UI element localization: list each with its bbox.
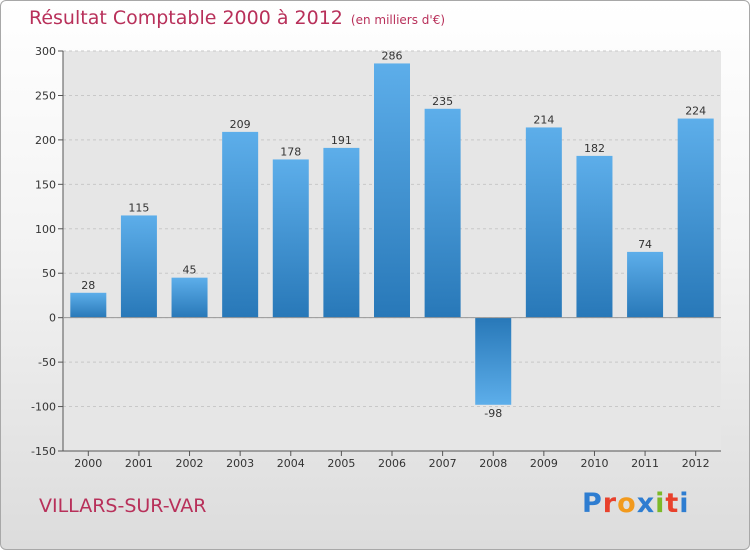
bar (70, 292, 107, 318)
x-tick-label: 2007 (429, 457, 457, 470)
logo-letter: r (602, 488, 618, 519)
x-tick-label: 2009 (530, 457, 558, 470)
y-tick-label: 250 (35, 89, 56, 102)
bar (323, 147, 360, 318)
data-label: 209 (230, 118, 251, 131)
data-label: 191 (331, 134, 352, 147)
logo-letter: i (655, 488, 666, 519)
y-tick-label: -150 (31, 445, 56, 458)
x-tick-label: 2004 (277, 457, 305, 470)
x-tick-label: 2003 (226, 457, 254, 470)
x-tick-label: 2008 (479, 457, 507, 470)
bar (627, 251, 664, 318)
data-label: 286 (382, 49, 403, 62)
bar (424, 108, 461, 318)
data-label: 214 (533, 113, 554, 126)
x-tick-label: 2000 (74, 457, 102, 470)
logo-letter: x (636, 488, 656, 519)
data-label: 235 (432, 95, 453, 108)
data-label: -98 (484, 407, 502, 420)
x-tick-label: 2010 (580, 457, 608, 470)
bar (475, 317, 512, 405)
logo-letter: t (665, 488, 680, 519)
commune-name: VILLARS-SUR-VAR (39, 495, 207, 517)
y-tick-label: 300 (35, 45, 56, 58)
logo-letter: P (582, 488, 603, 519)
x-tick-label: 2012 (682, 457, 710, 470)
bar (222, 131, 259, 318)
data-label: 224 (685, 105, 706, 118)
bar (374, 63, 410, 318)
data-label: 182 (584, 142, 605, 155)
logo-letter: i (679, 488, 690, 519)
bar (171, 277, 208, 318)
data-label: 28 (81, 279, 95, 292)
logo-letter: o (617, 488, 637, 519)
y-tick-label: 0 (49, 312, 56, 325)
data-label: 178 (280, 145, 301, 158)
y-tick-label: -50 (38, 356, 56, 369)
proxiti-logo: Proxiti (582, 488, 690, 519)
x-tick-label: 2002 (176, 457, 204, 470)
data-label: 45 (183, 264, 197, 277)
x-tick-label: 2011 (631, 457, 659, 470)
bar (677, 118, 714, 318)
title-text: Résultat Comptable 2000 à 2012 (29, 7, 343, 29)
y-tick-label: 100 (35, 223, 56, 236)
y-tick-label: 150 (35, 178, 56, 191)
bar (272, 159, 309, 318)
y-tick-label: -100 (31, 401, 56, 414)
x-tick-label: 2006 (378, 457, 406, 470)
data-label: 74 (638, 238, 652, 251)
chart-subtitle: (en milliers d'€) (350, 13, 446, 27)
bar (120, 215, 157, 318)
y-tick-label: 200 (35, 134, 56, 147)
x-tick-label: 2005 (327, 457, 355, 470)
data-label: 115 (128, 201, 149, 214)
x-tick-label: 2001 (125, 457, 153, 470)
chart-title: Résultat Comptable 2000 à 2012 (en millie… (29, 7, 445, 29)
bar (576, 155, 613, 318)
bar (525, 127, 562, 318)
y-tick-label: 50 (42, 267, 56, 280)
